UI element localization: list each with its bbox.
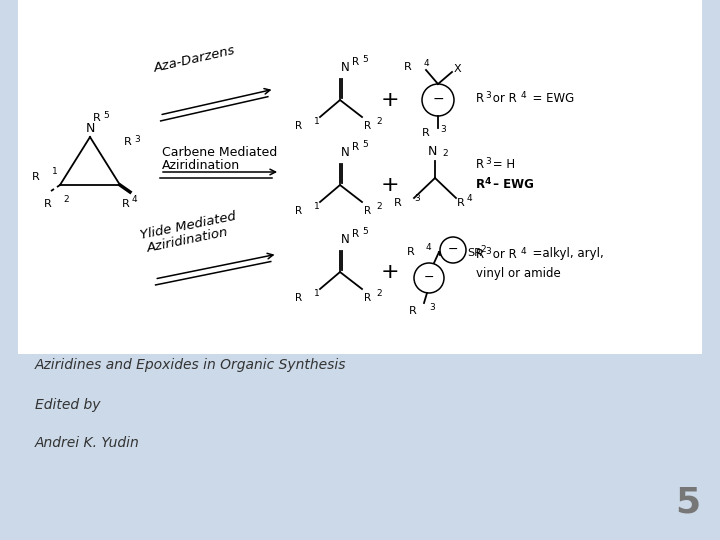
Text: 1: 1 bbox=[52, 166, 58, 176]
Text: 3: 3 bbox=[429, 303, 435, 312]
Text: 4: 4 bbox=[132, 195, 138, 204]
Text: Aza-Darzens: Aza-Darzens bbox=[153, 44, 237, 75]
Text: 4: 4 bbox=[426, 244, 431, 253]
Text: −: − bbox=[432, 92, 444, 106]
Text: = EWG: = EWG bbox=[525, 91, 575, 105]
Text: Aziridines and Epoxides in Organic Synthesis: Aziridines and Epoxides in Organic Synth… bbox=[35, 358, 346, 372]
Text: 3: 3 bbox=[414, 194, 420, 203]
Text: = H: = H bbox=[489, 159, 515, 172]
Text: +: + bbox=[381, 90, 400, 110]
Text: 2: 2 bbox=[480, 246, 485, 254]
Text: N: N bbox=[341, 146, 350, 159]
Text: 1: 1 bbox=[314, 117, 320, 126]
Text: N: N bbox=[341, 233, 350, 246]
Text: R: R bbox=[364, 293, 371, 303]
Text: R: R bbox=[124, 137, 132, 147]
Text: R: R bbox=[122, 199, 130, 209]
Text: +: + bbox=[381, 175, 400, 195]
Text: 4: 4 bbox=[521, 246, 526, 255]
Text: 1: 1 bbox=[314, 289, 320, 298]
Text: R: R bbox=[457, 198, 464, 208]
Text: 4: 4 bbox=[424, 59, 430, 68]
Text: R: R bbox=[352, 142, 359, 152]
Text: R: R bbox=[476, 247, 484, 260]
Text: =alkyl, aryl,: =alkyl, aryl, bbox=[525, 247, 604, 260]
Text: 2: 2 bbox=[63, 195, 68, 204]
Text: 2: 2 bbox=[376, 289, 382, 298]
Text: R: R bbox=[476, 91, 484, 105]
Text: SR: SR bbox=[467, 248, 482, 258]
Text: 3: 3 bbox=[134, 134, 140, 144]
Text: 5: 5 bbox=[362, 140, 368, 149]
Text: 5: 5 bbox=[362, 55, 368, 64]
Text: +: + bbox=[381, 262, 400, 282]
Text: 5: 5 bbox=[103, 111, 109, 120]
Text: R: R bbox=[364, 121, 371, 131]
Text: 3: 3 bbox=[485, 158, 491, 166]
Text: 5: 5 bbox=[675, 485, 700, 519]
Text: R: R bbox=[32, 172, 40, 182]
Text: 2: 2 bbox=[442, 149, 448, 158]
Text: R: R bbox=[364, 206, 371, 216]
Text: 5: 5 bbox=[362, 227, 368, 236]
Text: Aziridination: Aziridination bbox=[162, 159, 240, 172]
Text: R: R bbox=[408, 247, 415, 257]
Text: R: R bbox=[295, 206, 302, 216]
Text: R: R bbox=[395, 198, 402, 208]
Text: R: R bbox=[404, 62, 412, 72]
Text: X: X bbox=[454, 64, 462, 74]
Text: 4: 4 bbox=[521, 91, 526, 99]
Text: R: R bbox=[295, 121, 302, 131]
Text: R: R bbox=[476, 179, 485, 192]
Text: R: R bbox=[409, 306, 417, 316]
Text: N: N bbox=[427, 145, 437, 158]
Text: N: N bbox=[85, 122, 95, 135]
Text: R: R bbox=[295, 293, 302, 303]
Text: 3: 3 bbox=[440, 125, 446, 134]
Text: R: R bbox=[476, 159, 484, 172]
Text: or R: or R bbox=[489, 91, 517, 105]
Bar bbox=[18, 0, 702, 354]
Text: R: R bbox=[352, 57, 359, 67]
Text: – EWG: – EWG bbox=[489, 179, 534, 192]
Text: −: − bbox=[424, 271, 434, 284]
Text: R: R bbox=[93, 113, 101, 123]
Text: Aziridination: Aziridination bbox=[146, 226, 230, 255]
Text: 3: 3 bbox=[485, 91, 491, 99]
Text: 3: 3 bbox=[485, 246, 491, 255]
Text: 4: 4 bbox=[485, 178, 491, 186]
Text: N: N bbox=[341, 61, 350, 74]
Text: −: − bbox=[448, 242, 458, 255]
Text: Ylide Mediated: Ylide Mediated bbox=[139, 210, 237, 242]
Text: 2: 2 bbox=[376, 117, 382, 126]
Text: 2: 2 bbox=[376, 202, 382, 211]
Text: R: R bbox=[44, 199, 52, 209]
Text: R: R bbox=[422, 128, 430, 138]
Text: R: R bbox=[352, 229, 359, 239]
Text: vinyl or amide: vinyl or amide bbox=[476, 267, 561, 280]
Text: Carbene Mediated: Carbene Mediated bbox=[162, 146, 277, 159]
Text: 1: 1 bbox=[314, 202, 320, 211]
Text: 4: 4 bbox=[467, 194, 472, 203]
Text: Andrei K. Yudin: Andrei K. Yudin bbox=[35, 436, 140, 450]
Text: Edited by: Edited by bbox=[35, 398, 101, 412]
Text: or R: or R bbox=[489, 247, 517, 260]
